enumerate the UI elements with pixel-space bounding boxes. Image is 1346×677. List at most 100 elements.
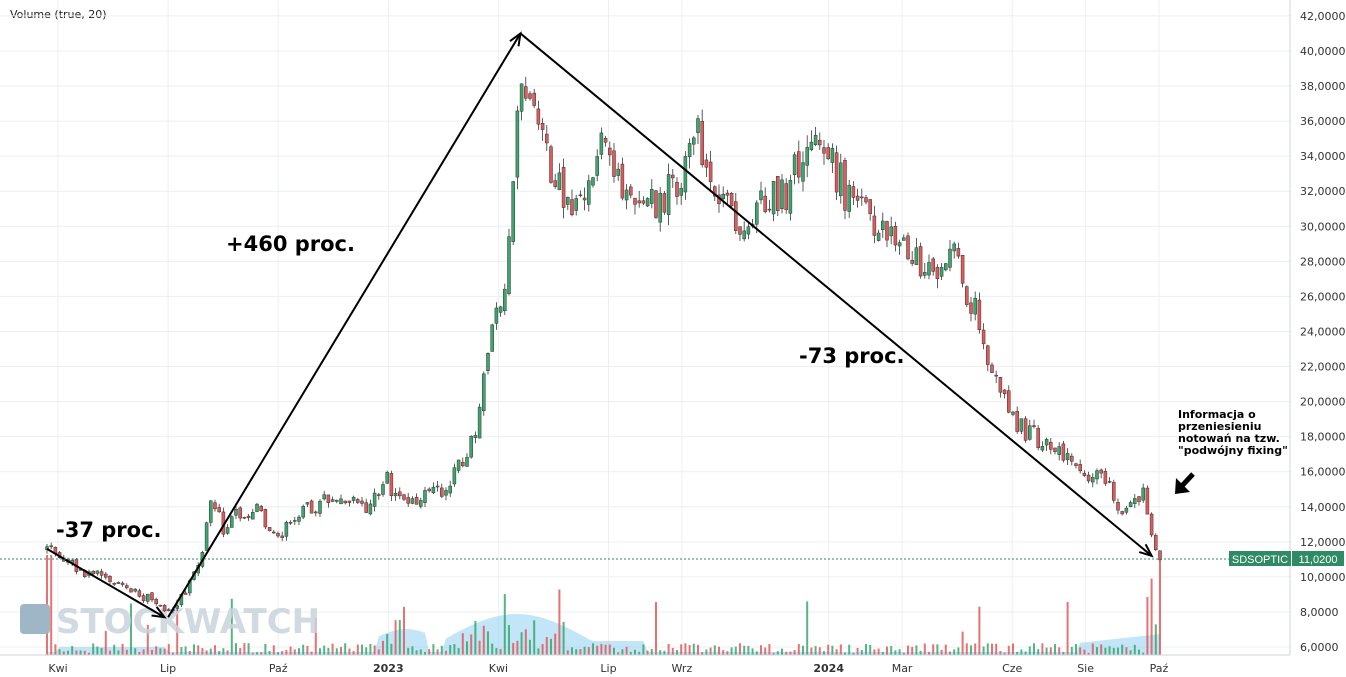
candle-body — [1099, 469, 1103, 474]
candle-body — [830, 147, 835, 163]
candle-body — [582, 197, 587, 201]
volume-bar — [831, 645, 834, 655]
volume-bar — [243, 643, 246, 655]
volume-bar — [801, 645, 804, 655]
volume-bar — [1146, 597, 1149, 655]
x-tick-label: Wrz — [672, 662, 693, 675]
y-tick-label: 8,0000 — [1300, 606, 1339, 619]
candle-body — [587, 180, 591, 205]
candle-body — [528, 93, 532, 99]
volume-bar — [780, 648, 783, 655]
volume-bar — [654, 602, 657, 655]
volume-bar — [915, 645, 918, 655]
volume-bar — [482, 625, 485, 655]
volume-bar — [394, 620, 397, 655]
candle-body — [603, 138, 608, 143]
candle-body — [263, 508, 268, 528]
volume-bar — [1087, 652, 1090, 655]
volume-bar — [457, 648, 460, 655]
candle-body — [419, 500, 423, 507]
candle-body — [230, 516, 234, 528]
volume-bar — [864, 643, 867, 655]
candle-body — [297, 516, 301, 522]
candle-body — [553, 180, 557, 187]
volume-bar — [957, 647, 960, 655]
candle-body — [511, 181, 515, 242]
volume-bar — [961, 631, 964, 655]
volume-bar — [499, 648, 502, 655]
volume-bar — [890, 645, 893, 655]
volume-bar — [163, 648, 166, 655]
candle-body — [1082, 472, 1087, 476]
volume-bar — [100, 648, 103, 655]
candle-body — [969, 302, 973, 314]
swing-line — [46, 547, 165, 619]
volume-bar — [293, 649, 296, 655]
volume-bar — [1095, 647, 1098, 655]
y-tick-label: 6,0000 — [1300, 641, 1339, 654]
volume-bar — [873, 649, 876, 655]
volume-bar — [239, 648, 242, 655]
volume-bar — [352, 651, 355, 655]
candle-body — [175, 605, 179, 609]
volume-bar — [570, 647, 573, 655]
candle-body — [1057, 446, 1061, 455]
volume-bar — [730, 647, 733, 655]
volume-bar — [419, 649, 422, 655]
candle-body — [952, 243, 956, 252]
volume-bar — [646, 650, 649, 655]
candle-body — [398, 491, 402, 497]
candle-body — [272, 531, 276, 534]
volume-bar — [113, 644, 116, 655]
candle-body — [700, 121, 704, 165]
x-tick-label: Kwi — [48, 662, 67, 675]
volume-bar — [310, 651, 313, 655]
candle-body — [545, 133, 549, 144]
y-tick-label: 42,0000 — [1300, 10, 1346, 23]
candle-body — [343, 500, 347, 504]
volume-bar — [852, 652, 855, 655]
volume-bar — [638, 651, 641, 655]
volume-bar — [520, 632, 523, 655]
candle-body — [1120, 511, 1124, 515]
candle-body — [578, 194, 583, 197]
volume-bar — [470, 634, 473, 655]
candle-body — [687, 143, 692, 157]
swing-line — [167, 32, 522, 618]
volume-bar — [423, 651, 426, 655]
candle-body — [616, 168, 620, 176]
volume-bar — [129, 603, 132, 655]
ticker-label-bg — [1229, 550, 1291, 566]
volume-bar — [453, 644, 456, 655]
candle-body — [1128, 502, 1133, 508]
volume-bar — [743, 645, 746, 655]
volume-bar — [428, 649, 431, 655]
volume-bar — [764, 647, 767, 655]
volume-bar — [537, 648, 540, 655]
candle-body — [1049, 441, 1053, 450]
fixing-note-line-1: Informacja o — [1178, 408, 1256, 421]
volume-bar — [71, 645, 74, 655]
candle-body — [1065, 453, 1070, 461]
volume-bar — [339, 647, 342, 655]
volume-bar — [230, 598, 233, 655]
candle-body — [104, 573, 108, 578]
candle-body — [1007, 390, 1011, 413]
candle-body — [1141, 487, 1145, 501]
volume-bar — [617, 652, 620, 655]
volume-bar — [734, 646, 737, 655]
x-tick-label: 2023 — [373, 662, 404, 675]
volume-bar — [201, 648, 204, 655]
volume-bar — [701, 652, 704, 655]
candle-body — [498, 306, 503, 313]
volume-bar — [663, 650, 666, 655]
y-tick-label: 18,0000 — [1300, 431, 1346, 444]
volume-bar — [953, 649, 956, 655]
volume-bar — [986, 643, 989, 655]
volume-bar — [1079, 647, 1082, 655]
y-tick-label: 22,0000 — [1300, 361, 1346, 374]
volume-bar — [121, 643, 124, 655]
candle-body — [826, 147, 830, 160]
volume-bar — [491, 643, 494, 655]
